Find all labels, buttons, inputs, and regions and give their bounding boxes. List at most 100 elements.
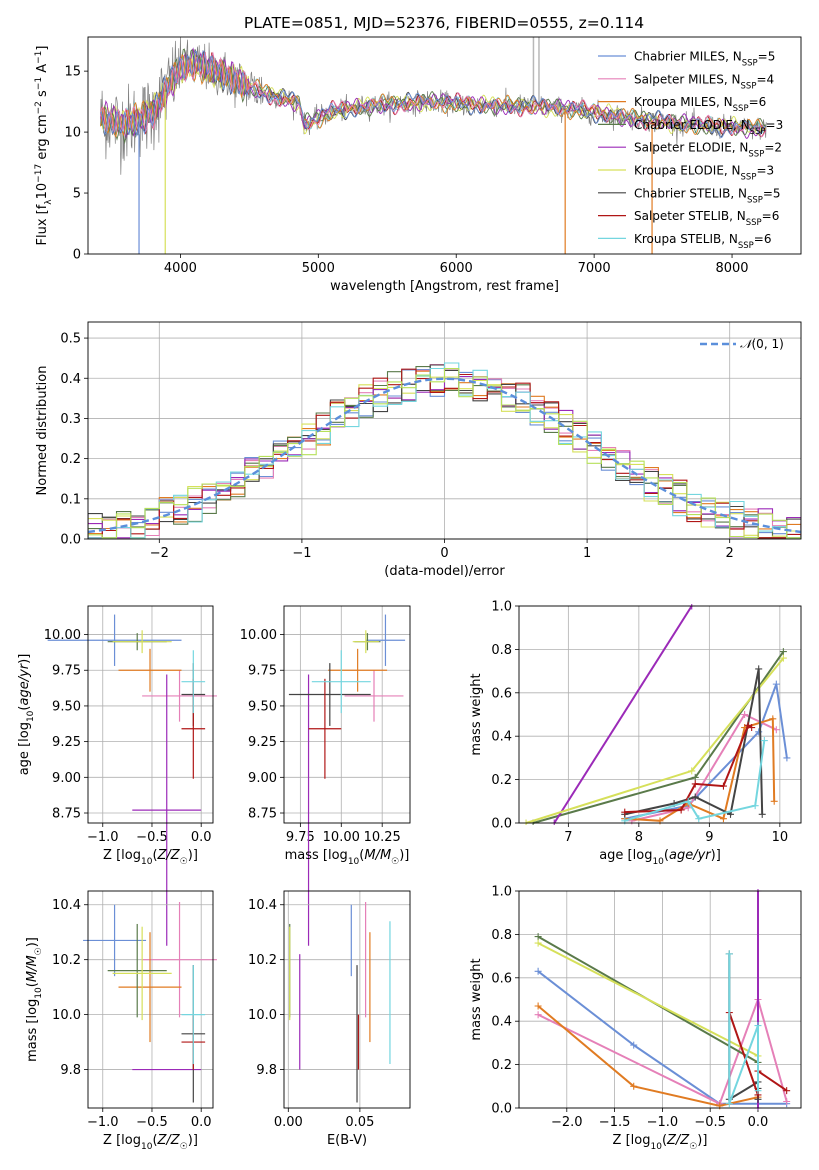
massweight-marker: [688, 767, 696, 775]
errorbar-point: [83, 904, 147, 977]
x-tick-label: −0.5: [136, 1115, 168, 1130]
y-tick-label: 9.8: [60, 1063, 81, 1078]
x-tick-label: −1.5: [599, 1115, 631, 1130]
legend-label: Kroupa MILES, NSSP=6: [634, 95, 766, 114]
x-tick-label: 0.0: [191, 830, 212, 845]
y-tick-label: 0.5: [60, 332, 81, 347]
massweight-marker: [758, 810, 766, 818]
mass-vs-ebv-panel: 0.00 0.05 9.8 10.0 10.2 10.4 E(B-V): [248, 890, 411, 1148]
spectrum-panel: 4000 5000 6000 7000 8000 0 5 10 15 wavelength [An…: [34, 36, 802, 294]
errorbar-point: [311, 650, 371, 714]
massweight-marker: [725, 950, 733, 958]
massweight-marker: [691, 793, 699, 801]
y-tick-label: 9.25: [52, 735, 81, 750]
massweight-line: [537, 1005, 759, 1107]
massweight-marker: [534, 1002, 542, 1010]
y-tick-label: 0.8: [491, 928, 512, 943]
residual-histogram-step: [88, 368, 801, 539]
y-tick-label: 0.8: [491, 643, 512, 658]
y-axis-label: Normed distribution: [35, 366, 50, 496]
axes-frame: [518, 890, 802, 1109]
massweight-marker: [630, 1041, 638, 1049]
legend-label: Chabrier STELIB, NSSP=5: [634, 186, 781, 205]
x-axis-label: mass [log10(M/M☉)]: [285, 848, 410, 867]
massweight-marker: [779, 648, 787, 656]
massweight-line: [553, 605, 693, 824]
y-tick-label: 9.00: [52, 771, 81, 786]
errorbar-point: [47, 614, 182, 666]
model-spectrum-line: [99, 51, 767, 137]
y-axis-label: mass weight: [469, 673, 484, 755]
y-axis-label: age [log10(age/yr)]: [17, 654, 36, 776]
y-tick-label: 0.2: [60, 452, 81, 467]
legend-label: Chabrier ELODIE, NSSP=3: [634, 118, 783, 137]
massweight-marker: [691, 773, 699, 781]
histogram-plot-area: [88, 362, 801, 539]
y-axis-label: mass [log10(M/M☉)]: [25, 937, 44, 1062]
errorbar-point: [352, 630, 379, 654]
massweight-marker: [534, 933, 542, 941]
x-tick-label: 10: [772, 830, 789, 845]
y-tick-label: 10.0: [248, 1008, 277, 1023]
errorbar-point: [118, 648, 182, 692]
errorbar-point: [344, 670, 404, 722]
y-tick-label: 0.1: [60, 492, 81, 507]
y-tick-label: 10.00: [44, 628, 81, 643]
massweight-marker: [754, 1087, 762, 1095]
y-tick-label: 9.8: [256, 1063, 277, 1078]
massweight-line: [624, 668, 764, 816]
x-tick-label: −2: [150, 546, 169, 561]
y-tick-label: 0: [73, 248, 81, 263]
y-tick-label: 0.0: [60, 533, 81, 548]
errorbar-point: [288, 663, 371, 726]
massweight-marker: [754, 1022, 762, 1030]
massweight-vs-metallicity-panel: −2.0 −1.5 −1.0 −0.5 0.0 0.0 0.2 0.4 0.6 0.8 1.0 Z […: [469, 885, 802, 1152]
massweight-marker: [755, 665, 763, 673]
errorbar-point: [142, 901, 217, 1018]
x-axis-label: Z [log10(Z/Z☉)]: [613, 1133, 708, 1152]
massweight-marker: [760, 737, 768, 745]
y-tick-label: 9.75: [248, 664, 277, 679]
y-tick-label: 0.0: [491, 817, 512, 832]
y-tick-label: 15: [64, 65, 81, 80]
errorbar-point: [132, 674, 202, 946]
massweight-marker: [684, 797, 692, 805]
massweight-marker: [630, 1082, 638, 1090]
massweight-marker: [719, 782, 727, 790]
massweight-line: [728, 953, 759, 1105]
massweight-marker: [534, 1011, 542, 1019]
axes-frame: [87, 890, 214, 1109]
y-tick-label: 10.4: [248, 898, 277, 913]
model-spectrum-line: [100, 50, 766, 139]
axes-frame: [87, 36, 802, 255]
massweight-vs-age-panel: 7 8 9 10 0.0 0.2 0.4 0.6 0.8 1.0 age [log10(age/yr…: [469, 600, 802, 867]
x-tick-label: −2.0: [551, 1115, 583, 1130]
mass-vs-metallicity-panel: −1.0 −0.5 0.0 9.8 10.0 10.2 10.4 Z [log10(Z/Z☉)…: [25, 890, 217, 1152]
x-axis-label: wavelength [Angstrom, rest frame]: [330, 279, 559, 294]
errorbar-point: [107, 923, 167, 1018]
massweight-marker: [748, 724, 756, 732]
massweight-line: [537, 942, 759, 1057]
x-axis-label: Z [log10(Z/Z☉)]: [103, 1133, 198, 1152]
x-tick-label: 0.0: [191, 1115, 212, 1130]
y-tick-label: 8.75: [248, 807, 277, 822]
y-tick-label: 10.0: [52, 1008, 81, 1023]
y-tick-label: 0.0: [491, 1102, 512, 1117]
axes-frame: [283, 890, 411, 1109]
x-tick-label: 0.0: [748, 1115, 769, 1130]
legend-label: Kroupa STELIB, NSSP=6: [634, 232, 772, 251]
errorbar-point: [308, 678, 342, 779]
y-tick-label: 9.00: [248, 771, 277, 786]
y-tick-label: 10.4: [52, 898, 81, 913]
massweight-marker: [772, 726, 780, 734]
x-tick-label: 7: [564, 830, 572, 845]
x-tick-label: 4000: [164, 261, 197, 276]
x-tick-label: 6000: [440, 261, 473, 276]
y-tick-label: 9.50: [52, 699, 81, 714]
x-axis-label: Z [log10(Z/Z☉)]: [103, 848, 198, 867]
y-tick-label: 0.4: [491, 1015, 512, 1030]
y-tick-label: 0.6: [491, 971, 512, 986]
massweight-marker: [744, 721, 752, 729]
massweight-marker: [770, 797, 778, 805]
massweight-marker: [769, 715, 777, 723]
